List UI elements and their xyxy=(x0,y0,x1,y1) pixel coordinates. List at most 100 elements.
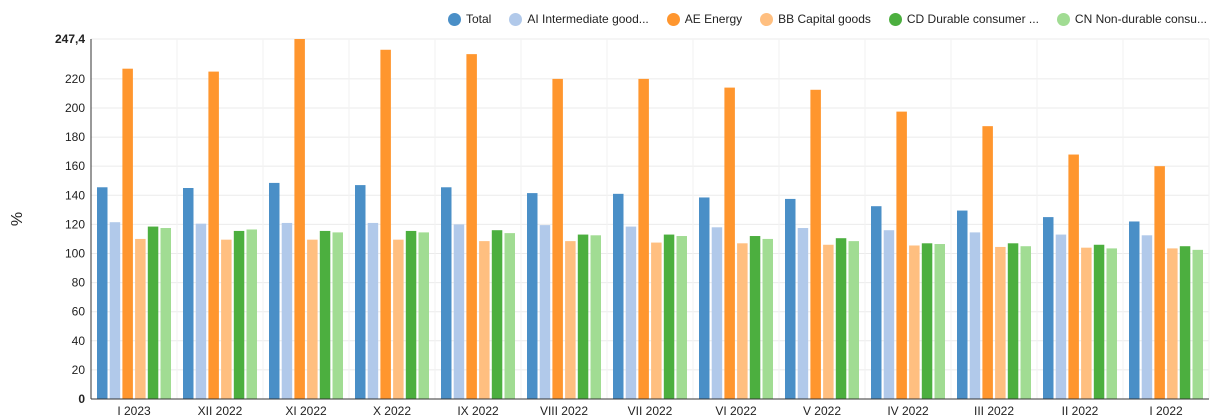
bar-ae-energy[interactable] xyxy=(982,126,993,400)
legend-label: AE Energy xyxy=(684,12,743,26)
bar-cd-durable-consumer-goods[interactable] xyxy=(1093,244,1105,399)
bar-bb-capital-goods[interactable] xyxy=(393,239,404,399)
bar-bb-capital-goods[interactable] xyxy=(221,239,232,399)
bar-ai-intermediate-goods[interactable] xyxy=(539,225,551,399)
bar-cd-durable-consumer-goods[interactable] xyxy=(147,226,159,399)
legend-item-bb-capital-goods[interactable]: BB Capital goods xyxy=(760,12,871,26)
bar-cd-durable-consumer-goods[interactable] xyxy=(1007,243,1019,399)
bar-ae-energy[interactable] xyxy=(724,87,735,400)
bar-bb-capital-goods[interactable] xyxy=(909,245,920,399)
bar-cn-non-durable-consumer-goods[interactable] xyxy=(246,229,258,399)
bar-ae-energy[interactable] xyxy=(552,78,563,399)
bar-cn-non-durable-consumer-goods[interactable] xyxy=(1106,248,1118,399)
bar-ae-energy[interactable] xyxy=(810,89,821,400)
x-tick-label: IX 2022 xyxy=(457,404,499,418)
bar-bb-capital-goods[interactable] xyxy=(823,244,834,399)
bar-ai-intermediate-goods[interactable] xyxy=(1055,234,1067,399)
bar-cd-durable-consumer-goods[interactable] xyxy=(1179,246,1191,399)
bar-cn-non-durable-consumer-goods[interactable] xyxy=(1192,249,1204,399)
bar-total[interactable] xyxy=(613,193,624,399)
x-tick-label: V 2022 xyxy=(803,404,841,418)
bar-cd-durable-consumer-goods[interactable] xyxy=(491,230,503,399)
x-tick-label: VIII 2022 xyxy=(540,404,588,418)
bar-cn-non-durable-consumer-goods[interactable] xyxy=(160,228,172,399)
bar-bb-capital-goods[interactable] xyxy=(565,241,576,399)
bar-ai-intermediate-goods[interactable] xyxy=(1141,235,1153,399)
y-tick-label: 140 xyxy=(65,188,85,202)
bar-ae-energy[interactable] xyxy=(896,111,907,400)
bar-ae-energy[interactable] xyxy=(380,49,391,400)
bar-cd-durable-consumer-goods[interactable] xyxy=(233,230,245,399)
bar-ai-intermediate-goods[interactable] xyxy=(883,230,895,399)
bar-total[interactable] xyxy=(183,188,194,399)
bar-bb-capital-goods[interactable] xyxy=(737,243,748,399)
bar-cn-non-durable-consumer-goods[interactable] xyxy=(332,232,344,399)
bar-ae-energy[interactable] xyxy=(1154,166,1165,399)
bar-cd-durable-consumer-goods[interactable] xyxy=(319,230,331,399)
bar-ai-intermediate-goods[interactable] xyxy=(367,222,379,399)
bar-total[interactable] xyxy=(527,193,538,399)
bar-total[interactable] xyxy=(355,185,366,399)
legend: Total AI Intermediate good... AE Energy BB … xyxy=(448,12,1207,26)
legend-item-total[interactable]: Total xyxy=(448,12,491,26)
bar-cn-non-durable-consumer-goods[interactable] xyxy=(590,235,602,399)
bar-total[interactable] xyxy=(269,182,280,399)
bar-bb-capital-goods[interactable] xyxy=(651,242,662,399)
bar-ai-intermediate-goods[interactable] xyxy=(109,222,121,399)
bar-total[interactable] xyxy=(699,197,710,399)
bar-cn-non-durable-consumer-goods[interactable] xyxy=(762,238,774,399)
legend-item-cd-durable-consumer-goods[interactable]: CD Durable consumer ... xyxy=(888,12,1039,26)
bar-bb-capital-goods[interactable] xyxy=(1167,248,1178,399)
bar-cd-durable-consumer-goods[interactable] xyxy=(921,243,933,399)
x-tick-label: III 2022 xyxy=(974,404,1014,418)
bar-total[interactable] xyxy=(441,187,452,399)
y-tick-label: 120 xyxy=(65,217,85,231)
bar-ae-energy[interactable] xyxy=(122,68,133,399)
bar-ae-energy[interactable] xyxy=(638,78,649,399)
x-tick-label: II 2022 xyxy=(1062,404,1099,418)
bar-cd-durable-consumer-goods[interactable] xyxy=(577,234,589,399)
bar-cd-durable-consumer-goods[interactable] xyxy=(835,238,847,399)
bar-total[interactable] xyxy=(1129,221,1140,399)
bar-ae-energy[interactable] xyxy=(466,54,477,399)
bar-bb-capital-goods[interactable] xyxy=(307,239,318,399)
bar-bb-capital-goods[interactable] xyxy=(1081,247,1092,399)
bar-cn-non-durable-consumer-goods[interactable] xyxy=(504,233,516,399)
bar-total[interactable] xyxy=(1043,217,1054,399)
gridlines xyxy=(90,38,1210,400)
x-tick-label: I 2022 xyxy=(1149,404,1183,418)
bar-ai-intermediate-goods[interactable] xyxy=(281,222,293,399)
x-tick-label: I 2023 xyxy=(117,404,151,418)
bar-bb-capital-goods[interactable] xyxy=(135,238,146,399)
bar-cn-non-durable-consumer-goods[interactable] xyxy=(848,241,860,399)
bar-ai-intermediate-goods[interactable] xyxy=(625,226,637,399)
bar-cn-non-durable-consumer-goods[interactable] xyxy=(418,232,430,399)
bar-cd-durable-consumer-goods[interactable] xyxy=(663,234,675,399)
bar-cd-durable-consumer-goods[interactable] xyxy=(749,236,761,399)
bar-ae-energy[interactable] xyxy=(1068,154,1079,399)
bar-ae-energy[interactable] xyxy=(294,39,305,399)
bar-ai-intermediate-goods[interactable] xyxy=(969,232,981,399)
bar-ae-energy[interactable] xyxy=(208,71,219,400)
bar-bb-capital-goods[interactable] xyxy=(995,246,1006,399)
bar-cn-non-durable-consumer-goods[interactable] xyxy=(676,236,688,399)
bar-ai-intermediate-goods[interactable] xyxy=(195,223,207,399)
y-tick-label: 20 xyxy=(72,363,86,377)
legend-item-ae-energy[interactable]: AE Energy xyxy=(666,12,743,26)
bar-cn-non-durable-consumer-goods[interactable] xyxy=(934,244,946,399)
legend-item-ai-intermediate-goods[interactable]: AI Intermediate good... xyxy=(509,12,649,26)
x-tick-label: VII 2022 xyxy=(628,404,673,418)
legend-item-cn-non-durable-consumer-goods[interactable]: CN Non-durable consu... xyxy=(1056,12,1207,26)
bar-ai-intermediate-goods[interactable] xyxy=(711,227,723,399)
bar-total[interactable] xyxy=(871,206,882,399)
x-tick-label: XII 2022 xyxy=(198,404,243,418)
bar-total[interactable] xyxy=(785,198,796,399)
y-tick-label: 0 xyxy=(78,392,85,406)
bar-total[interactable] xyxy=(97,187,108,399)
bar-cd-durable-consumer-goods[interactable] xyxy=(405,230,417,399)
bar-total[interactable] xyxy=(957,210,968,399)
bar-bb-capital-goods[interactable] xyxy=(479,241,490,399)
bar-ai-intermediate-goods[interactable] xyxy=(453,224,465,399)
bar-ai-intermediate-goods[interactable] xyxy=(797,228,809,399)
bar-cn-non-durable-consumer-goods[interactable] xyxy=(1020,246,1032,399)
